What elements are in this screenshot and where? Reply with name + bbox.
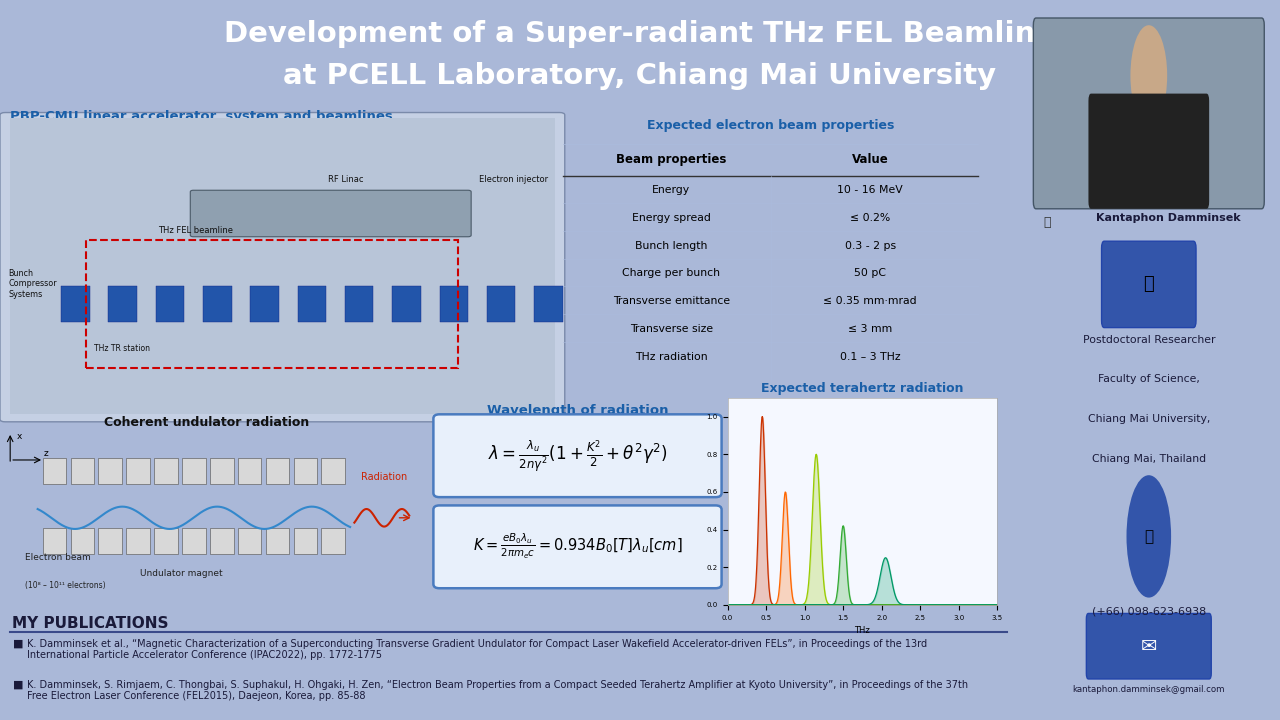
Text: ≤ 0.35 mm·mrad: ≤ 0.35 mm·mrad [823,296,916,306]
FancyBboxPatch shape [1102,241,1196,328]
Bar [70,528,95,554]
Title: Expected terahertz radiation: Expected terahertz radiation [762,382,964,395]
Text: ■: ■ [13,680,24,690]
Bar [182,528,206,554]
Bar [321,528,346,554]
Bar [156,287,184,322]
Text: kantaphon.damminsek@gmail.com: kantaphon.damminsek@gmail.com [1073,685,1225,694]
Bar [99,458,122,484]
Bar [154,528,178,554]
FancyBboxPatch shape [1088,94,1210,209]
Text: Chiang Mai University,: Chiang Mai University, [1088,414,1210,424]
Text: RF Linac: RF Linac [328,175,364,184]
X-axis label: THz: THz [855,626,870,635]
Text: 0.3 - 2 ps: 0.3 - 2 ps [845,240,896,251]
Text: z: z [44,449,49,458]
Text: $K = \frac{eB_0\lambda_u}{2\pi m_e c} = 0.934B_0[T]\lambda_u[cm]$: $K = \frac{eB_0\lambda_u}{2\pi m_e c} = … [472,532,682,562]
FancyBboxPatch shape [191,190,471,237]
Text: Bunch
Compressor
Systems: Bunch Compressor Systems [8,269,56,299]
Text: K. Damminsek, S. Rimjaem, C. Thongbai, S. Suphakul, H. Ohgaki, H. Zen, “Electron: K. Damminsek, S. Rimjaem, C. Thongbai, S… [27,680,969,701]
Text: MY PUBLICATIONS: MY PUBLICATIONS [13,616,169,631]
Text: Radiation: Radiation [361,472,407,482]
Text: Bunch length: Bunch length [635,240,708,251]
Bar [70,458,95,484]
Text: Transverse emittance: Transverse emittance [613,296,730,306]
Bar [534,287,563,322]
Text: Expected electron beam properties: Expected electron beam properties [648,119,895,132]
Text: PBP-CMU linear accelerator  system and beamlines: PBP-CMU linear accelerator system and be… [10,110,393,123]
Text: ≤ 3 mm: ≤ 3 mm [849,324,892,334]
Bar [61,287,90,322]
Bar [127,458,150,484]
FancyBboxPatch shape [434,414,722,497]
Bar [210,458,233,484]
Bar [321,458,346,484]
Text: Chiang Mai, Thailand: Chiang Mai, Thailand [1092,454,1206,464]
Text: Transverse size: Transverse size [630,324,713,334]
Bar [154,458,178,484]
Text: Postdoctoral Researcher: Postdoctoral Researcher [1083,335,1215,345]
Text: (10⁸ – 10¹¹ electrons): (10⁸ – 10¹¹ electrons) [24,580,105,590]
Text: x: x [17,432,22,441]
Text: (+66) 098-623-6938: (+66) 098-623-6938 [1092,606,1206,616]
Bar [392,287,421,322]
Bar [251,287,279,322]
Text: Kantaphon Damminsek: Kantaphon Damminsek [1096,213,1240,223]
Bar [346,287,374,322]
Bar [293,458,317,484]
Bar [210,528,233,554]
Text: 50 pC: 50 pC [854,269,886,279]
Text: 📞: 📞 [1144,529,1153,544]
FancyBboxPatch shape [0,112,564,422]
FancyBboxPatch shape [1087,613,1211,679]
Text: 🏛: 🏛 [1143,276,1155,294]
Text: Energy spread: Energy spread [632,213,710,222]
Text: ■: ■ [13,639,24,649]
Bar [10,117,554,414]
Bar [99,528,122,554]
Text: Energy: Energy [653,185,690,195]
Bar [486,287,516,322]
Bar [266,458,289,484]
FancyBboxPatch shape [1033,18,1265,209]
Text: 10 - 16 MeV: 10 - 16 MeV [837,185,904,195]
Circle shape [1126,475,1171,598]
Bar [439,287,468,322]
Text: Undulator magnet: Undulator magnet [140,569,223,577]
Text: $\lambda = \frac{\lambda_u}{2n\gamma^2}(1 + \frac{K^2}{2} + \theta^2\gamma^2)$: $\lambda = \frac{\lambda_u}{2n\gamma^2}(… [488,438,667,474]
Bar [293,528,317,554]
Text: THz FEL beamline: THz FEL beamline [157,226,233,235]
Bar [204,287,232,322]
Text: ≤ 0.2%: ≤ 0.2% [850,213,891,222]
Text: at PCELL Laboratory, Chiang Mai University: at PCELL Laboratory, Chiang Mai Universi… [283,62,997,90]
FancyBboxPatch shape [434,505,722,588]
Text: Beam properties: Beam properties [616,153,727,166]
Text: Value: Value [852,153,888,166]
Text: K. Damminsek et al., “Magnetic Characterization of a Superconducting Transverse : K. Damminsek et al., “Magnetic Character… [27,639,928,660]
Bar [266,528,289,554]
Bar [42,458,67,484]
Text: 0.1 – 3 THz: 0.1 – 3 THz [840,352,901,361]
Text: THz radiation: THz radiation [635,352,708,361]
Bar [182,458,206,484]
Circle shape [1130,25,1167,126]
Bar [109,287,137,322]
Text: ✉: ✉ [1140,636,1157,656]
Text: Coherent undulator radiation: Coherent undulator radiation [104,416,310,429]
Text: Faculty of Science,: Faculty of Science, [1098,374,1199,384]
Text: 👤: 👤 [1044,216,1051,229]
Text: Charge per bunch: Charge per bunch [622,269,721,279]
Bar [127,528,150,554]
Text: THz TR station: THz TR station [93,344,150,353]
Bar [238,458,261,484]
Text: Development of a Super-radiant THz FEL Beamline: Development of a Super-radiant THz FEL B… [224,20,1056,48]
Text: Wavelength of radiation: Wavelength of radiation [486,404,668,417]
Text: Electron injector: Electron injector [479,175,548,184]
Bar [42,528,67,554]
Bar [238,528,261,554]
Bar [298,287,326,322]
Text: Electron beam: Electron beam [24,553,91,562]
